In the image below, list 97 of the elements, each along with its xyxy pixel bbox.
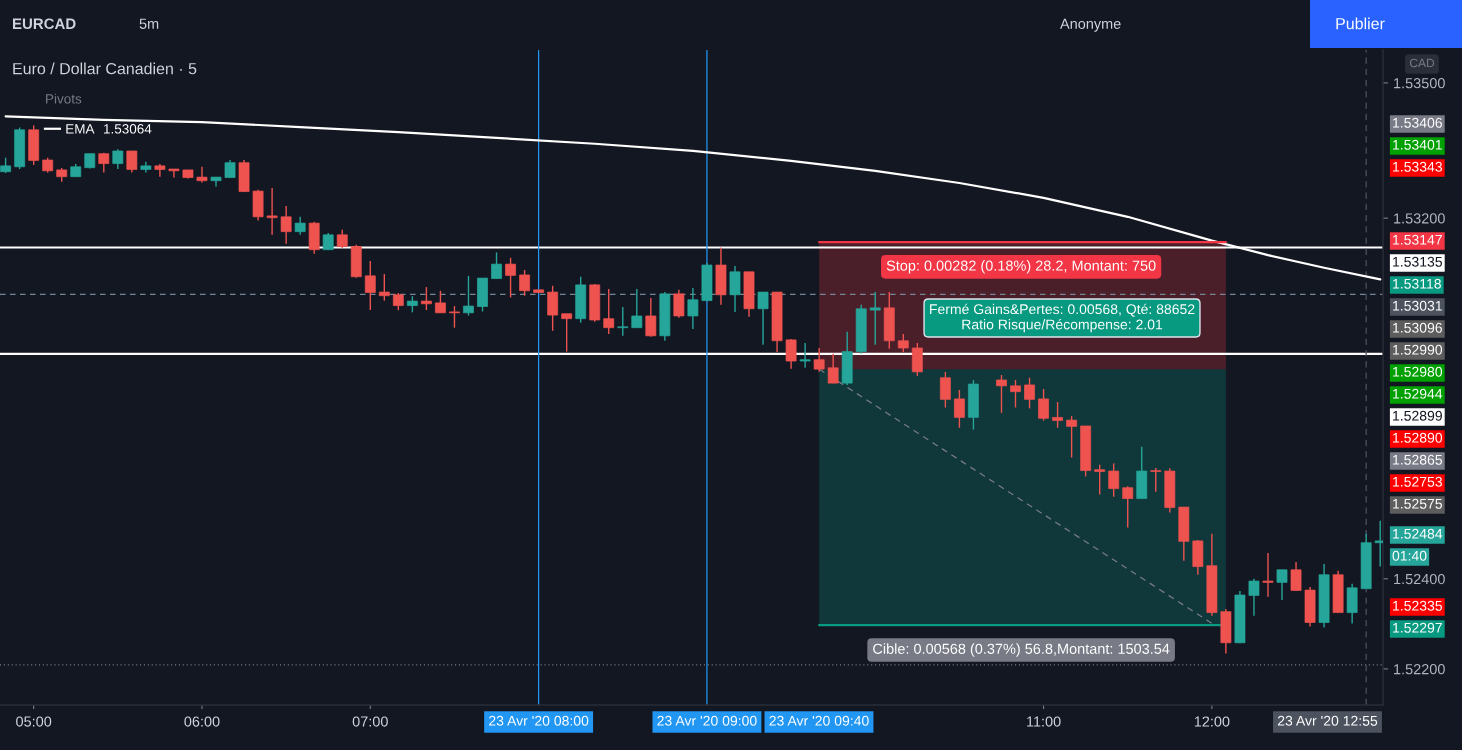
candlestick	[266, 187, 278, 236]
text: 1.53031	[1393, 300, 1442, 311]
candlestick	[280, 205, 292, 245]
text: 1.53135	[1393, 256, 1443, 267]
candlestick	[449, 305, 460, 329]
text: 1.53147	[1393, 234, 1442, 245]
candlestick	[463, 275, 474, 317]
ref-line-label: 23 Avr '20 08:00	[489, 715, 589, 726]
text: 1.52980	[1393, 366, 1443, 377]
annotation: Fermé Gains&Pertes: 0.00568, Qté: 88652 Ratio Risque/Récompense: 2.01	[930, 303, 1195, 333]
candlestick	[364, 260, 376, 311]
candlestick	[547, 285, 559, 332]
candlestick	[378, 273, 390, 302]
x-tick-label: 05:00	[16, 716, 52, 727]
x-tick-label: 11:00	[1027, 716, 1061, 727]
annotation: Cible: 0.00568 (0.37%) 56.8,Montant: 1503.54	[873, 643, 1170, 657]
candlestick	[1024, 377, 1035, 410]
candlestick	[785, 338, 797, 370]
candlestick	[1038, 388, 1049, 422]
text: 1.53401	[1393, 139, 1442, 150]
candlestick	[1010, 379, 1021, 409]
text: 1.52944	[1393, 388, 1443, 399]
candlestick	[168, 168, 180, 179]
text: CAD	[1409, 58, 1435, 68]
text: Euro / Dollar Canadien · 5	[13, 62, 197, 75]
text: 5m	[139, 18, 159, 29]
candlestick	[126, 150, 138, 174]
x-tick-label: 12:00	[1194, 716, 1230, 727]
text: 1.52890	[1393, 432, 1443, 443]
line-series	[4, 115, 1382, 281]
text: 1.52575	[1393, 498, 1443, 509]
candlestick	[112, 148, 124, 170]
text: 1.53096	[1393, 322, 1442, 333]
candlestick	[757, 291, 769, 346]
candlestick	[911, 342, 923, 377]
candlestick	[435, 290, 446, 314]
candlestick	[631, 288, 643, 329]
legend-label: EMA	[66, 124, 95, 134]
y-tick-label: 1.53500	[1394, 78, 1445, 89]
candlestick	[1290, 561, 1302, 592]
candlestick	[813, 347, 825, 373]
candlestick	[673, 289, 685, 319]
candlestick	[939, 371, 951, 409]
candlestick	[897, 333, 909, 353]
candlestick	[1108, 462, 1120, 498]
candlestick	[491, 251, 502, 280]
candlestick	[617, 306, 629, 337]
ref-line-label: 23 Avr '20 09:00	[657, 715, 757, 726]
candlestick	[1150, 467, 1162, 493]
candlestick	[687, 287, 699, 330]
candlestick	[1248, 578, 1260, 617]
text: 1.52484	[1393, 528, 1443, 539]
candlestick	[799, 342, 811, 369]
candlestick	[519, 269, 530, 297]
candlestick	[336, 229, 348, 249]
text: 1.53118	[1393, 278, 1441, 289]
candlestick	[505, 257, 516, 299]
y-tick-label: 1.52200	[1394, 664, 1445, 675]
candlestick	[996, 374, 1007, 414]
text: 1.52899	[1393, 410, 1442, 421]
y-tick-label: 1.53200	[1394, 213, 1445, 224]
text: 1.52335	[1393, 600, 1443, 611]
x-tick-label: 07:00	[352, 716, 388, 727]
annotation: Pivots	[46, 93, 82, 104]
candlestick	[603, 288, 615, 335]
text: 23 Avr '20 09:40	[769, 715, 869, 726]
candlestick	[294, 216, 306, 236]
text: 1.52753	[1393, 476, 1442, 487]
candlestick	[1094, 464, 1106, 496]
annotation: 1.53064	[104, 124, 152, 134]
text: 1.53343	[1393, 161, 1442, 172]
candlestick	[869, 291, 881, 346]
text: EURCAD	[13, 18, 76, 30]
candlestick	[196, 166, 208, 184]
text: 1.53406	[1393, 117, 1442, 128]
text: 01:40	[1392, 550, 1427, 561]
candlestick	[827, 353, 839, 384]
candlestick	[645, 297, 657, 338]
ref-line-label: 23 Avr '20 12:55	[1277, 715, 1378, 726]
candlestick	[421, 286, 432, 311]
candlestick	[1052, 401, 1063, 429]
candlestick	[729, 265, 741, 313]
candlestick	[954, 389, 965, 429]
candlestick	[1122, 485, 1134, 529]
candlestick	[1262, 552, 1274, 598]
candlestick	[561, 313, 573, 353]
annotation: Stop: 0.00282 (0.18%) 28.2, Montant: 750	[886, 260, 1156, 274]
text: Anonyme	[1060, 18, 1121, 32]
candlestick	[1066, 415, 1078, 459]
text: 1.52990	[1393, 344, 1443, 355]
candlestick	[1276, 569, 1288, 601]
text: 1.52297	[1393, 622, 1442, 633]
text: Publier	[1336, 17, 1385, 30]
x-tick-label: 06:00	[184, 716, 220, 727]
text: 1.52865	[1393, 454, 1443, 465]
candlestick	[210, 176, 222, 188]
y-tick-label: 1.52400	[1394, 573, 1445, 585]
